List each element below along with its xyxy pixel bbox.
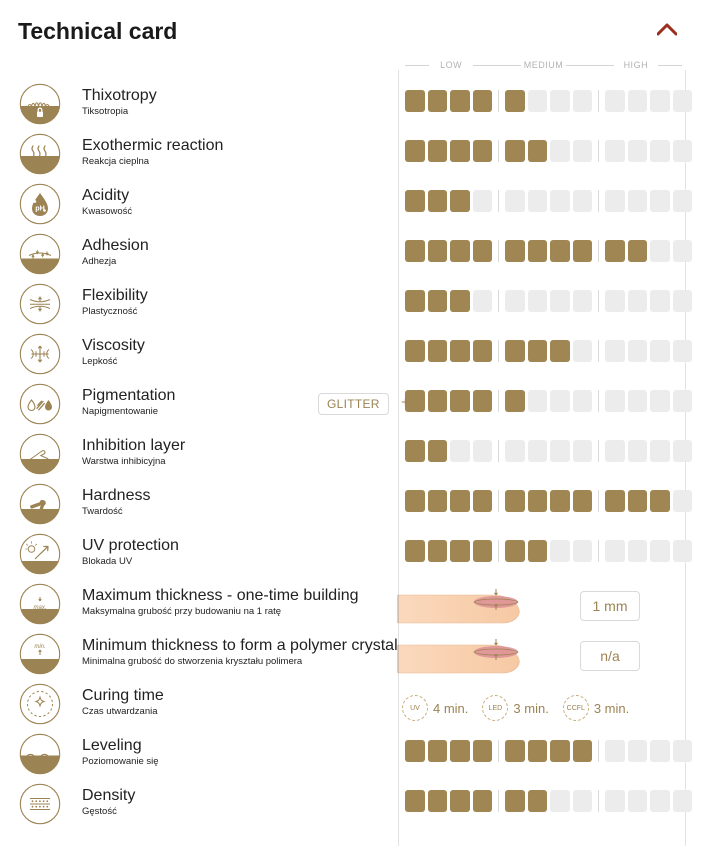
svg-text:min.: min. [34,644,45,650]
svg-text:pH: pH [35,204,45,213]
svg-text:max.: max. [33,605,46,611]
